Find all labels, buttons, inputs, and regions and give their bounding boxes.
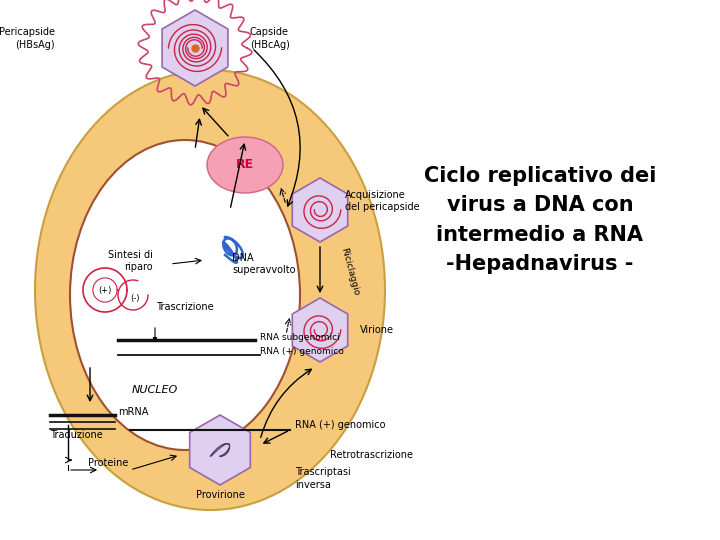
Polygon shape: [292, 178, 348, 242]
Text: RNA subgenomici: RNA subgenomici: [260, 333, 340, 341]
Text: Pericapside: Pericapside: [0, 27, 55, 37]
Text: NUCLEO: NUCLEO: [132, 385, 178, 395]
Polygon shape: [189, 415, 251, 485]
Text: Retrotrascrizione: Retrotrascrizione: [330, 450, 413, 460]
Text: Acquisizione: Acquisizione: [345, 190, 406, 200]
Text: Trascriptasi: Trascriptasi: [295, 467, 351, 477]
Text: Sintesi di: Sintesi di: [108, 250, 153, 260]
Text: DNA: DNA: [232, 253, 253, 263]
Text: Trascrizione: Trascrizione: [156, 302, 214, 312]
Text: RNA (+) genomico: RNA (+) genomico: [260, 348, 344, 356]
Text: Capside: Capside: [250, 27, 289, 37]
Text: inversa: inversa: [295, 480, 331, 490]
Text: riparo: riparo: [125, 262, 153, 272]
Text: (+): (+): [99, 286, 112, 294]
Text: Virione: Virione: [360, 325, 394, 335]
Text: (-): (-): [130, 294, 140, 302]
Ellipse shape: [207, 137, 283, 193]
Text: Provirione: Provirione: [196, 490, 244, 500]
Polygon shape: [162, 10, 228, 86]
Text: RE: RE: [236, 159, 254, 172]
Text: Proteine: Proteine: [88, 458, 128, 468]
Text: Riciclaggio: Riciclaggio: [339, 247, 361, 297]
Text: (HBcAg): (HBcAg): [250, 40, 290, 50]
Polygon shape: [292, 298, 348, 362]
Text: Ciclo replicativo dei
virus a DNA con
intermedio a RNA
-Hepadnavirus -: Ciclo replicativo dei virus a DNA con in…: [424, 166, 656, 274]
Text: RNA (+) genomico: RNA (+) genomico: [295, 420, 385, 430]
Text: del pericapside: del pericapside: [345, 202, 420, 212]
Ellipse shape: [70, 140, 300, 450]
Text: mRNA: mRNA: [118, 407, 148, 417]
Ellipse shape: [35, 70, 385, 510]
Text: (HBsAg): (HBsAg): [15, 40, 55, 50]
Text: Traduzione: Traduzione: [50, 430, 103, 440]
Text: superavvolto: superavvolto: [232, 265, 295, 275]
